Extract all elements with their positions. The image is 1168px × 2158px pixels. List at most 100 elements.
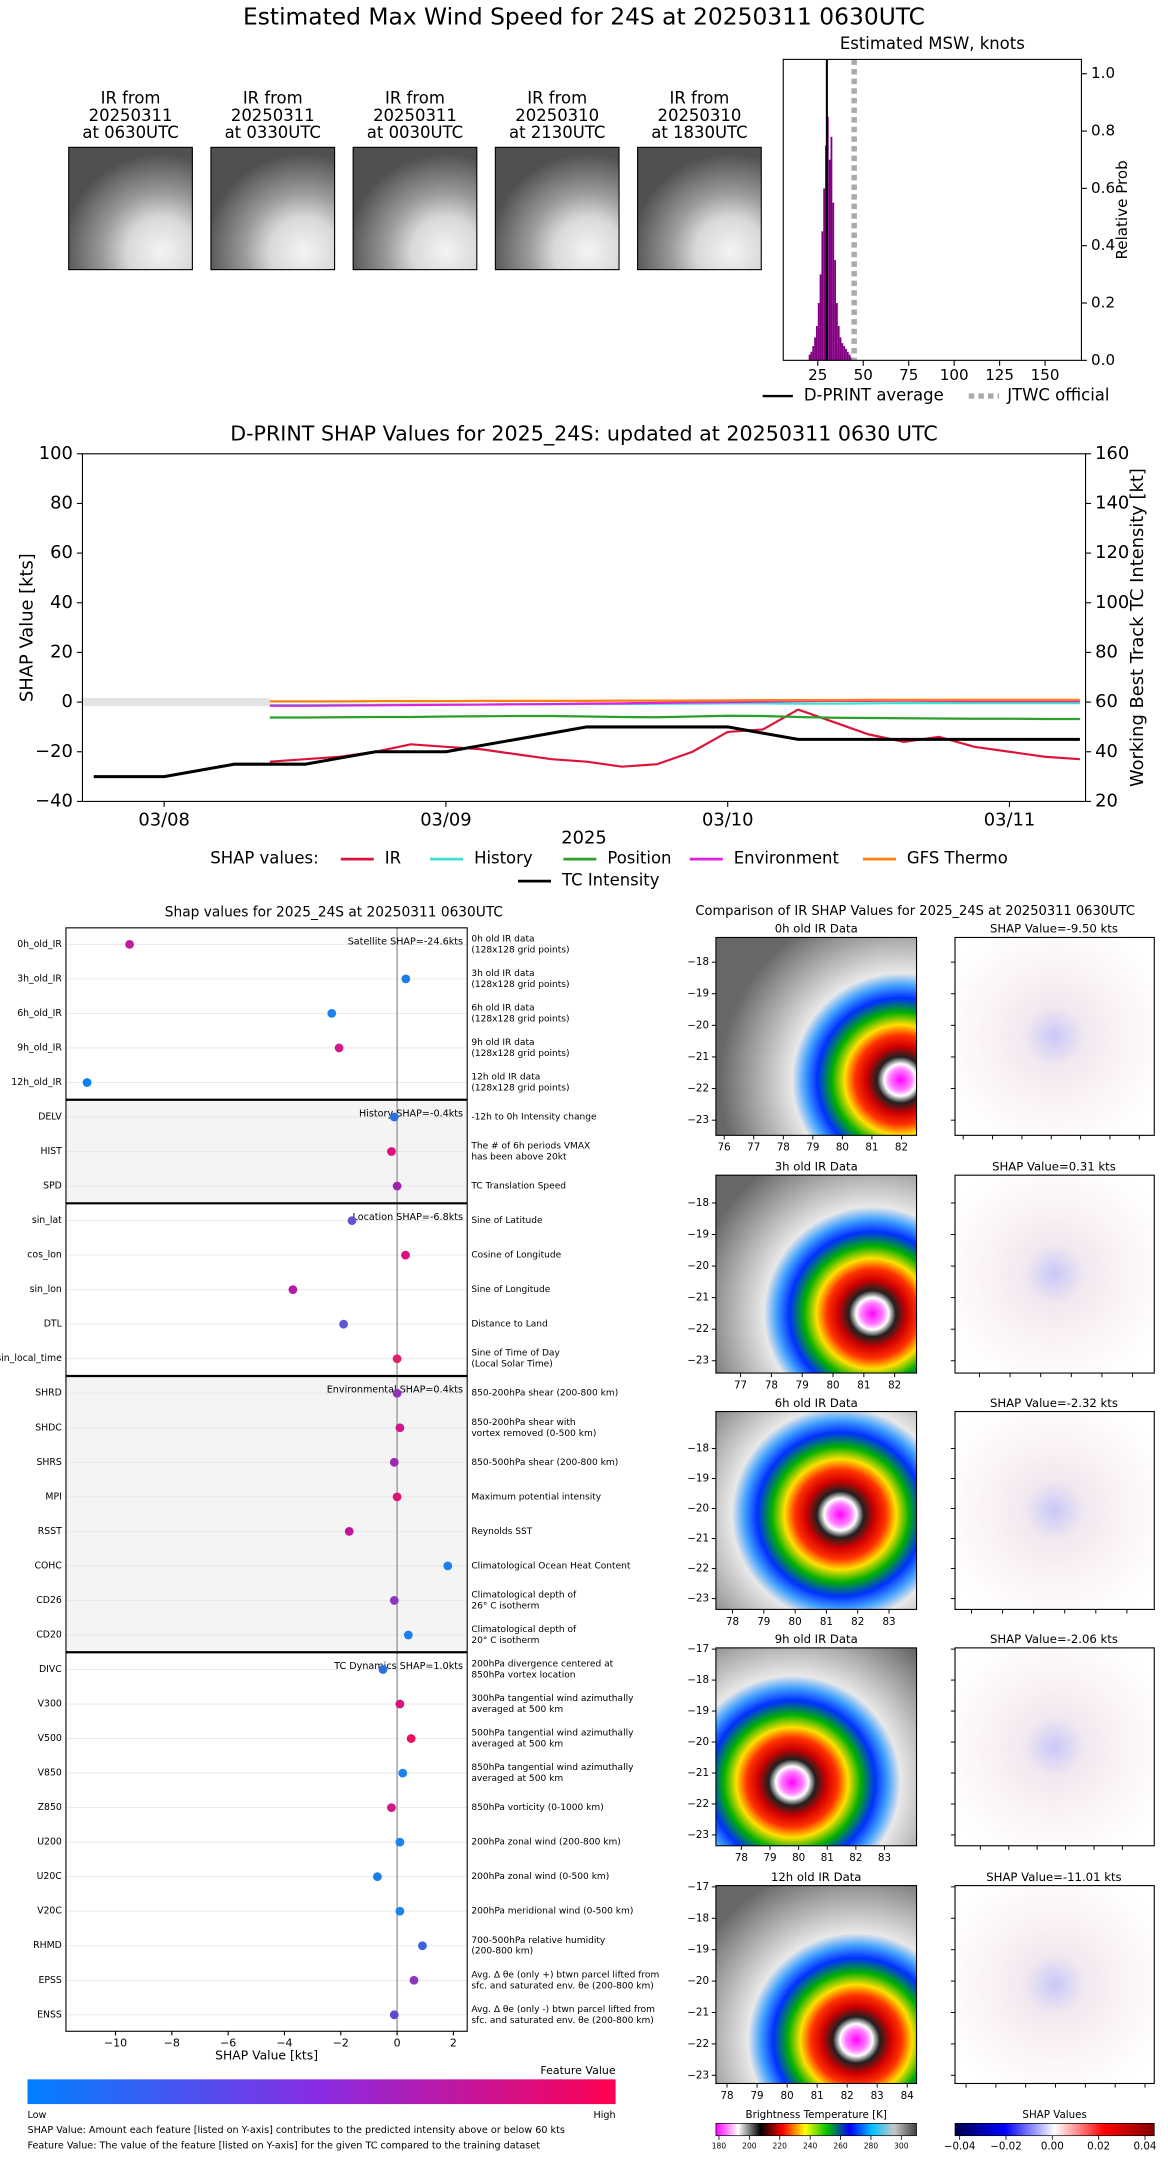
- histogram-bar: [832, 202, 835, 361]
- y-tick-label: 1.0: [1091, 64, 1115, 82]
- feature-label: EPSS: [38, 1975, 61, 1986]
- x-tick-label: 79: [796, 1379, 809, 1391]
- x-tick-label: 03/10: [702, 810, 753, 831]
- feature-label: sin_lon: [30, 1284, 62, 1295]
- feature-label: HIST: [40, 1146, 62, 1157]
- histogram-bar: [839, 337, 842, 361]
- feature-label: V20C: [37, 1906, 62, 1917]
- x-tick-label: 82: [849, 1852, 862, 1864]
- y-tick-label: −21: [687, 1051, 709, 1063]
- legend-label: IR: [385, 849, 401, 868]
- y-tick-label: −18: [687, 956, 709, 968]
- feature-description: 850hPa vorticity (0-1000 km): [471, 1803, 603, 1813]
- thumbnail-caption: 20250311: [373, 106, 457, 125]
- shap-dot: [395, 1423, 405, 1433]
- shap-dot: [409, 1975, 419, 1985]
- x-tick-label: −2: [333, 2037, 349, 2050]
- feature-label: 6h_old_IR: [17, 1008, 62, 1019]
- feature-label: MPI: [45, 1491, 61, 1502]
- feature-label: SHRD: [35, 1388, 62, 1399]
- feature-label: 12h_old_IR: [11, 1077, 62, 1088]
- feature-label: 9h_old_IR: [17, 1042, 62, 1053]
- legend-label: Environment: [734, 849, 840, 868]
- y-tick-label: −18: [687, 1674, 709, 1686]
- shap-dot: [387, 1803, 396, 1813]
- colorbar-tick-label: 260: [833, 2142, 848, 2151]
- colorbar-tick-label: 0.02: [1087, 2141, 1110, 2153]
- series-line: [269, 714, 1080, 721]
- shap-dot: [327, 1009, 337, 1018]
- x-tick-label: 81: [811, 2090, 824, 2102]
- x-tick-label: −10: [104, 2037, 127, 2050]
- x-tick-label: 125: [985, 366, 1014, 384]
- x-axis-label: 2025: [561, 828, 606, 849]
- feature-description: 850-500hPa shear (200-800 km): [471, 1458, 618, 1468]
- y-tick-label: −20: [687, 1260, 709, 1272]
- x-tick-label: 79: [757, 1616, 770, 1628]
- colorbar: [715, 2122, 917, 2137]
- y2-tick-label: 80: [1095, 641, 1118, 662]
- x-tick-label: 75: [899, 366, 918, 384]
- y-tick-label: −21: [687, 1533, 709, 1545]
- histogram-bar: [821, 231, 824, 361]
- feature-description: 300hPa tangential wind azimuthally: [471, 1694, 634, 1704]
- y-tick-label: −23: [687, 2069, 709, 2081]
- y-tick-label: −22: [687, 1083, 709, 1095]
- y-tick-label: −21: [687, 1767, 709, 1779]
- ir-thumbnail: [494, 146, 620, 271]
- x-tick-label: 82: [895, 1142, 908, 1154]
- x-tick-label: 80: [781, 2090, 794, 2102]
- y-tick-label: −40: [35, 790, 73, 811]
- y-tick-label: −22: [687, 1798, 709, 1810]
- y2-tick-label: 120: [1095, 542, 1129, 563]
- thumbnail-caption: 20250311: [89, 106, 173, 125]
- feature-label: SHDC: [35, 1422, 62, 1433]
- thumbnail-caption: 20250310: [515, 106, 599, 125]
- ir-image: [715, 936, 918, 1136]
- colorbar-tick-label: 300: [894, 2142, 909, 2151]
- colorbar-tick-label: −0.04: [944, 2141, 976, 2153]
- feature-description: 6h old IR data: [471, 1003, 534, 1013]
- ir-panel-title: 12h old IR Data: [771, 1870, 861, 1884]
- histogram-bar: [845, 348, 847, 361]
- y-tick-label: −22: [687, 1563, 709, 1575]
- shap-image: [954, 1174, 1155, 1374]
- feature-label: V500: [38, 1733, 62, 1744]
- y-tick-label: −21: [687, 1292, 709, 1304]
- x-tick-label: 03/08: [138, 810, 189, 831]
- feature-label: cos_lon: [27, 1250, 62, 1261]
- shap-dot: [389, 1596, 399, 1605]
- feature-description: (200-800 km): [471, 1947, 533, 1957]
- axes-frame: [81, 453, 1087, 802]
- legend-label: JTWC official: [1006, 386, 1109, 405]
- group-label: Location SHAP=-6.8kts: [353, 1212, 464, 1223]
- ir-image: [715, 1410, 918, 1610]
- feature-description: Climatological depth of: [471, 1590, 577, 1600]
- feature-label: 0h_old_IR: [17, 939, 62, 950]
- shap-dot: [392, 1354, 402, 1364]
- histogram-bar: [808, 354, 811, 361]
- feature-description: 850-200hPa shear (200-800 km): [471, 1389, 618, 1399]
- y-tick-label: −20: [687, 1019, 709, 1031]
- legend-label: TC Intensity: [561, 871, 660, 890]
- colorbar-title: Brightness Temperature [K]: [746, 2109, 887, 2121]
- feature-description: Reynolds SST: [471, 1527, 532, 1537]
- feature-description: 3h old IR data: [471, 969, 534, 979]
- thumbnail-caption: at 1830UTC: [651, 123, 747, 142]
- histogram-bar: [848, 354, 851, 361]
- y-tick-label: −23: [687, 1593, 709, 1605]
- shap-dot: [389, 2010, 399, 2020]
- feature-description: (Local Solar Time): [471, 1360, 552, 1370]
- x-tick-label: 78: [720, 2090, 733, 2102]
- thumbnail-caption: at 2130UTC: [509, 123, 605, 142]
- feature-description: (128x128 grid points): [471, 1083, 569, 1093]
- feature-label: CD20: [36, 1629, 62, 1640]
- histogram-bar: [815, 325, 818, 361]
- ir-panel-title: 6h old IR Data: [775, 1396, 858, 1410]
- colorbar-high: High: [594, 2110, 616, 2121]
- shap-dot: [395, 1837, 405, 1847]
- shap-dot: [401, 1250, 410, 1260]
- thumbnail-caption: 20250310: [658, 106, 742, 125]
